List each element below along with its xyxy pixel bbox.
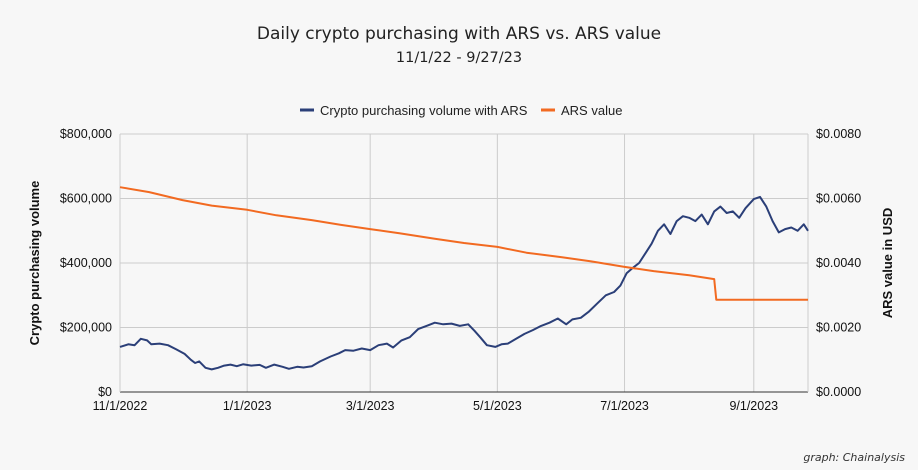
y-left-tick-label: $400,000	[60, 256, 112, 270]
chart-subtitle: 11/1/22 - 9/27/23	[396, 50, 522, 66]
grid	[120, 133, 808, 392]
series-line-ars-value	[119, 186, 808, 301]
x-tick-label: 1/1/2023	[223, 399, 272, 413]
legend-label-ars-value: ARS value	[561, 103, 622, 118]
legend: Crypto purchasing volume with ARS ARS val…	[300, 103, 622, 118]
y-right-axis-title: ARS value in USD	[880, 208, 895, 319]
x-tick-label: 5/1/2023	[473, 399, 522, 413]
x-tick-label: 11/1/2022	[93, 399, 148, 413]
x-tick-label: 9/1/2023	[729, 399, 778, 413]
y-left-tick-label: $800,000	[60, 127, 112, 141]
series-layer	[119, 186, 809, 371]
x-tick-label: 7/1/2023	[600, 399, 649, 413]
chart-credit: graph: Chainalysis	[803, 451, 905, 464]
y-right-tick-label: $0.0000	[816, 385, 861, 399]
series-line-crypto-volume	[119, 195, 809, 371]
legend-label-crypto-volume: Crypto purchasing volume with ARS	[320, 103, 528, 118]
y-right-tick-label: $0.0060	[816, 192, 861, 206]
y-right-tick-label: $0.0040	[816, 256, 861, 270]
y-right-tick-label: $0.0020	[816, 321, 861, 335]
axes: $0 $200,000 $400,000 $600,000 $800,000 $0.000…	[60, 127, 861, 413]
x-tick-label: 3/1/2023	[346, 399, 395, 413]
chart-title: Daily crypto purchasing with ARS vs. ARS…	[257, 24, 661, 44]
y-right-tick-label: $0.0080	[816, 127, 861, 141]
y-left-tick-label: $600,000	[60, 192, 112, 206]
y-left-axis-title: Crypto purchasing volume	[27, 181, 42, 346]
y-left-tick-label: $0	[98, 385, 112, 399]
y-left-tick-label: $200,000	[60, 321, 112, 335]
